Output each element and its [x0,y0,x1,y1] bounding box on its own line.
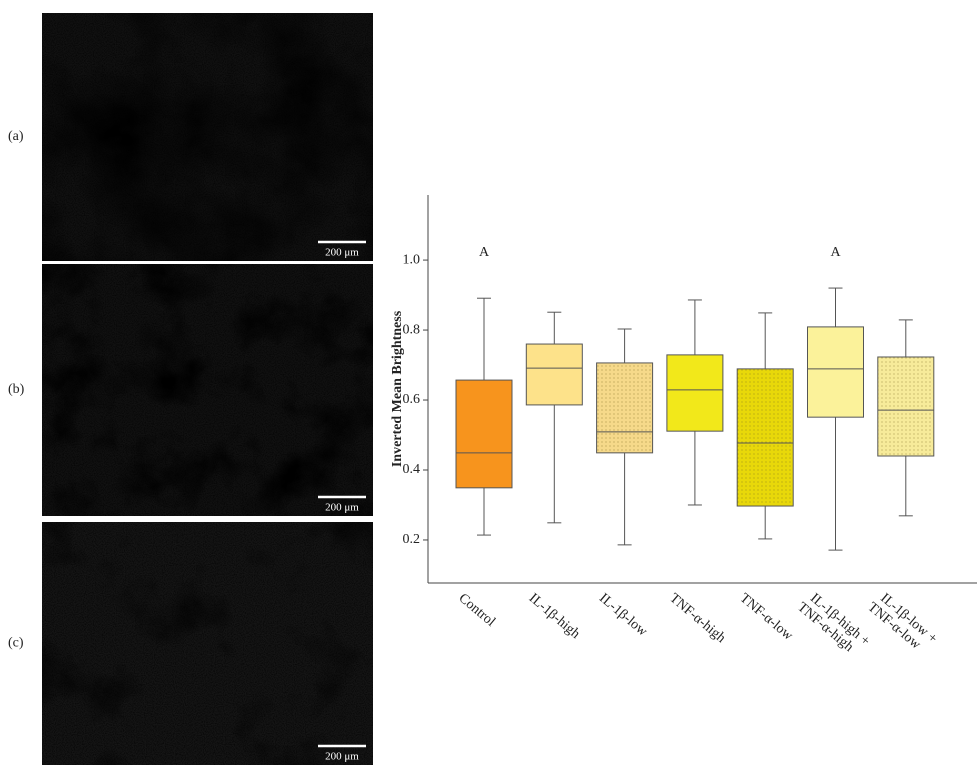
scale-label: 200 μm [325,502,359,514]
x-tick-label: TNF-α-low [737,591,796,644]
x-tick-line: TNF-α-low [737,591,796,644]
x-tick-line: IL-1β-low [596,591,650,640]
x-tick-label: Control [455,591,497,630]
box [667,355,723,431]
y-tick-label: 1.0 [403,252,421,267]
x-tick-label: TNF-α-high [666,591,728,646]
panel-label: (c) [8,636,24,651]
y-axis-label: Inverted Mean Brightness [390,310,405,467]
micrograph-a [42,13,373,261]
box [526,344,582,405]
x-tick-label: IL-1β-high [526,591,583,642]
panel-label: (b) [8,382,25,397]
x-tick-line: TNF-α-high [666,591,728,646]
box-pattern [878,357,934,456]
panel-label: (a) [8,129,24,144]
micrograph-b [42,264,373,516]
x-tick-label: IL-1β-high +TNF-α-high [794,588,872,661]
letter: A [479,245,490,260]
scale-label: 200 μm [325,247,359,259]
x-tick-label: IL-1β-low +TNF-α-low [864,588,939,658]
box-pattern [737,369,793,506]
box [456,380,512,488]
x-tick-line: IL-1β-high [526,591,583,642]
y-tick-label: 0.2 [403,532,421,547]
x-tick-line: Control [455,591,497,630]
scale-label: 200 μm [325,751,359,763]
box [808,327,864,417]
micrograph-c [42,522,373,765]
x-tick-label: IL-1β-low [596,591,650,640]
letter: A [830,245,841,260]
box-pattern [597,363,653,453]
figure: (a)200 μm(b)200 μm(c)200 μm0.20.40.60.81… [0,0,977,765]
